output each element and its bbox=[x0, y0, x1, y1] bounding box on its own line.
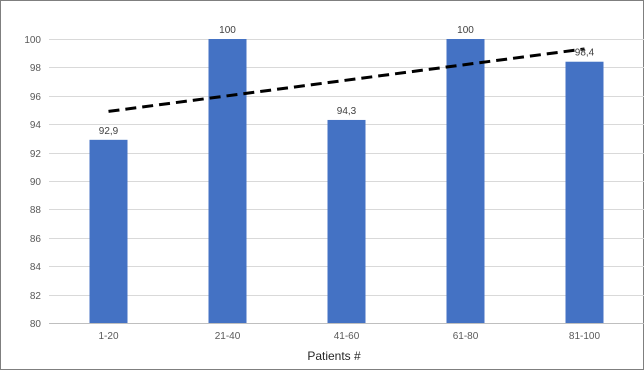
y-tick-label: 84 bbox=[30, 262, 42, 273]
x-tick-label: 81-100 bbox=[569, 331, 601, 342]
y-tick-label: 92 bbox=[30, 149, 42, 160]
y-tick-label: 98 bbox=[30, 63, 42, 74]
y-tick-label: 94 bbox=[30, 120, 42, 131]
bar bbox=[89, 139, 128, 323]
trendline-group bbox=[108, 47, 585, 113]
data-label: 100 bbox=[219, 25, 236, 36]
bars bbox=[89, 39, 604, 323]
data-label: 94,3 bbox=[337, 106, 357, 117]
bar bbox=[565, 61, 604, 323]
trendline bbox=[108, 47, 585, 113]
x-axis-title: Patients # bbox=[307, 349, 361, 363]
x-tick-label: 21-40 bbox=[215, 331, 241, 342]
y-tick-label: 100 bbox=[24, 35, 41, 46]
bar bbox=[446, 39, 485, 323]
x-tick-label: 41-60 bbox=[334, 331, 360, 342]
labels: 80 82 84 86 88 90 92 94 96 98 100 92,9 1-20 100 21-40 9… bbox=[24, 25, 600, 342]
y-tick-label: 86 bbox=[30, 234, 42, 245]
data-label: 100 bbox=[457, 25, 474, 36]
x-tick-label: 1-20 bbox=[98, 331, 118, 342]
bar bbox=[327, 119, 366, 323]
bar bbox=[208, 39, 247, 323]
y-tick-label: 90 bbox=[30, 177, 42, 188]
x-tick-label: 61-80 bbox=[453, 331, 479, 342]
data-label: 98,4 bbox=[575, 48, 595, 59]
y-tick-label: 88 bbox=[30, 205, 42, 216]
y-tick-label: 82 bbox=[30, 291, 42, 302]
y-tick-label: 80 bbox=[30, 319, 42, 330]
y-tick-label: 96 bbox=[30, 92, 42, 103]
data-label: 92,9 bbox=[99, 126, 119, 137]
